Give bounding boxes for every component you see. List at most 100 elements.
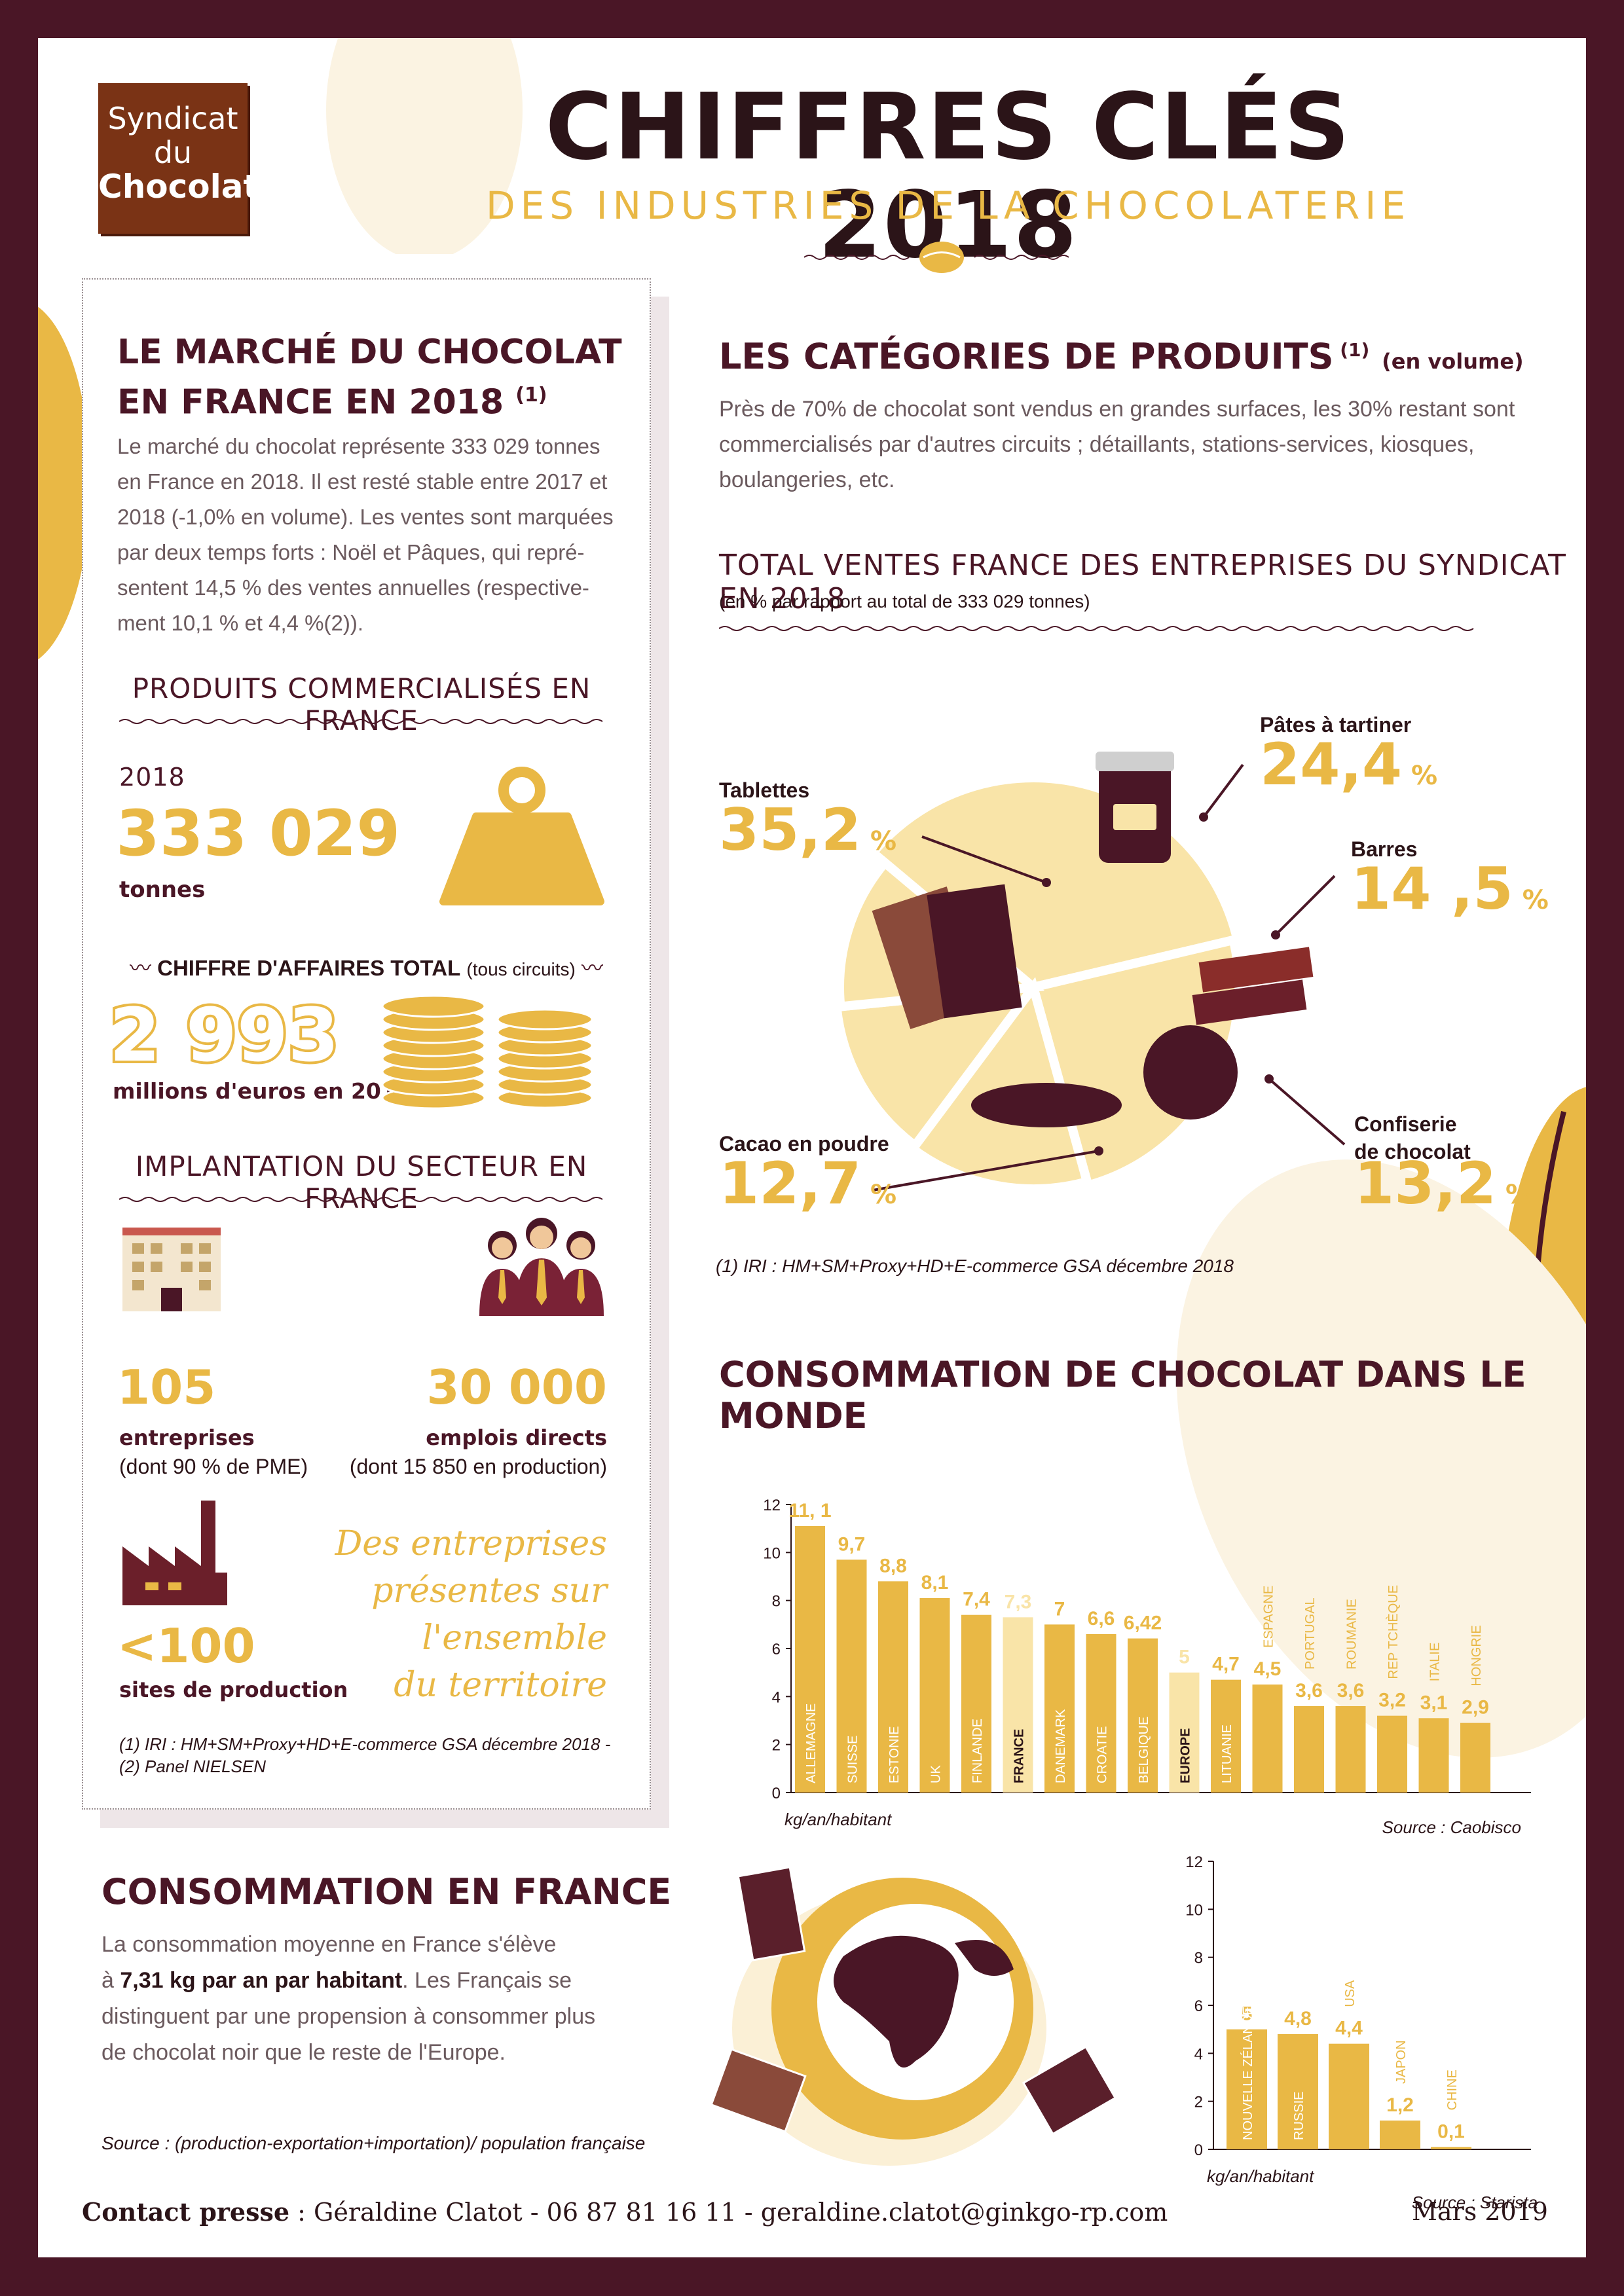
pie-label-confiserie-de-chocolat: de chocolat — [1354, 1140, 1471, 1163]
bar-finlande — [961, 1614, 991, 1793]
market-line: ment 10,1 % et 4,4 %(2)). — [117, 611, 364, 635]
cocoa-pod-background-left — [38, 306, 90, 660]
bar-value-label: 8,8 — [879, 1555, 907, 1576]
categories-line: commercialisés par d'autres circuits ; d… — [719, 432, 1475, 457]
wavy-divider — [119, 1197, 603, 1202]
bar-value-label: 4,5 — [1254, 1658, 1282, 1680]
pie-leader-line — [1202, 763, 1244, 818]
chocolate-bar-icon — [927, 884, 1022, 1019]
contact-label: Contact presse — [82, 2197, 290, 2227]
products-value: 333 029 — [116, 797, 401, 870]
companies-value: 105 — [117, 1360, 216, 1415]
bar-category-label: ALLEMAGNE — [804, 1704, 819, 1783]
pie-leader-dot — [1094, 1146, 1103, 1156]
chocolate-bar-icon — [1198, 947, 1314, 993]
bar-category-label: ESTONIE — [887, 1726, 902, 1783]
syndicat-logo: Syndicat du Chocolat — [98, 83, 259, 234]
pie-leader-dot — [1199, 812, 1208, 822]
y-tick-label: 8 — [772, 1593, 781, 1611]
y-tick-label: 2 — [772, 1737, 781, 1755]
bar-category-label: RUSSIE — [1292, 2092, 1306, 2140]
turnover-heading-bold: CHIFFRE D'AFFAIRES TOTAL — [157, 956, 461, 980]
chocolate-bar-icon — [1192, 979, 1307, 1025]
categories-heading-text: LES CATÉGORIES DE PRODUITS — [719, 336, 1334, 377]
bar-russie — [1278, 2034, 1318, 2149]
bar-rep-tcheque — [1377, 1715, 1407, 1793]
bar-belgique — [1128, 1638, 1158, 1793]
bar-usa — [1329, 2043, 1369, 2149]
bar-europe — [1169, 1672, 1200, 1793]
sales-subheading: (en % par rapport au total de 333 029 to… — [719, 591, 1090, 611]
bar-suisse — [836, 1559, 867, 1793]
pie-value-cacao-en-poudre: 12,7 % — [719, 1150, 896, 1217]
page-subtitle: DES INDUSTRIES DE LA CHOCOLATERIE — [485, 183, 1411, 228]
bar-value-label: 4,4 — [1335, 2018, 1363, 2039]
pie-value-barres: 14 ,5 % — [1351, 855, 1549, 922]
france-line: La consommation moyenne en France s'élèv… — [101, 1932, 557, 1957]
footnote-line: (1) IRI : HM+SM+Proxy+HD+E-commerce GSA … — [119, 1734, 611, 1754]
categories-footnote: (1) IRI : HM+SM+Proxy+HD+E-commerce GSA … — [716, 1256, 1234, 1276]
france-consumption-paragraph: La consommation moyenne en France s'élèv… — [101, 1927, 691, 2071]
bar-value-label: 7,3 — [1005, 1591, 1032, 1613]
jobs-value: 30 000 — [426, 1360, 607, 1415]
slogan-line: présentes sur — [371, 1571, 607, 1611]
turnover-unit: millions d'euros en 2018 — [113, 1078, 411, 1104]
chart-source-label: Source : Starista — [1412, 2193, 1538, 2212]
market-panel: LE MARCHÉ DU CHOCOLAT EN FRANCE EN 2018 … — [82, 278, 651, 1810]
bar-category-label: CHINE — [1445, 2069, 1460, 2110]
bar-croatie — [1086, 1634, 1116, 1793]
panel-footnote: (1) IRI : HM+SM+Proxy+HD+E-commerce GSA … — [119, 1733, 610, 1777]
pie-illustrations — [872, 752, 1314, 1127]
bar-uk — [919, 1598, 950, 1793]
bar-value-label: 6,42 — [1124, 1613, 1162, 1634]
slogan-line: Des entreprises — [335, 1524, 607, 1563]
slogan: Des entreprises présentes sur l'ensemble… — [335, 1520, 607, 1709]
footnote-line: (2) Panel NIELSEN — [119, 1757, 266, 1776]
y-tick-label: 0 — [772, 1785, 781, 1802]
france-consumption-source: Source : (production-exportation+importa… — [101, 2133, 646, 2153]
footer-contact: Contact presse : Géraldine Clatot - 06 8… — [82, 2197, 1168, 2227]
pie-label-tablettes: Tablettes — [719, 778, 809, 802]
bar-japon — [1380, 2121, 1420, 2149]
bar-category-label: CROATIE — [1096, 1726, 1110, 1783]
bar-category-label: JAPON — [1394, 2040, 1409, 2084]
bar-value-label: 1,2 — [1386, 2094, 1414, 2116]
bar-chine — [1431, 2147, 1471, 2149]
chart-unit-label: kg/an/habitant — [1207, 2166, 1315, 2186]
bar-value-label: 11, 1 — [788, 1500, 831, 1522]
bar-value-label: 6,6 — [1088, 1608, 1115, 1630]
y-tick-label: 2 — [1194, 2094, 1203, 2111]
y-tick-label: 12 — [1185, 1853, 1203, 1871]
jar-label-icon — [1113, 804, 1156, 830]
pie-leader-line — [1268, 1078, 1346, 1146]
bar-italie — [1418, 1718, 1449, 1793]
logo-line-2: du — [153, 135, 193, 170]
products-heading: PRODUITS COMMERCIALISÉS EN FRANCE — [132, 672, 591, 737]
bar-category-label: ITALIE — [1428, 1643, 1443, 1682]
bar-category-label: EUROPE — [1179, 1728, 1193, 1783]
slogan-line: du territoire — [394, 1666, 607, 1705]
pie-label-barres: Barres — [1351, 837, 1417, 861]
footer-date: Mars 2019 — [1411, 2197, 1548, 2226]
market-line: 2018 (-1,0% en volume). Les ventes sont … — [117, 505, 614, 529]
market-line: sentent 14,5 % des ventes annuelles (res… — [117, 575, 589, 600]
bar-category-label: FRANCE — [1012, 1729, 1027, 1783]
sites-value: <100 — [117, 1618, 255, 1673]
bar-category-label: ROUMANIE — [1345, 1599, 1359, 1669]
chart-unit-label: kg/an/habitant — [784, 1810, 893, 1829]
market-heading: LE MARCHÉ DU CHOCOLAT EN FRANCE EN 2018 … — [117, 331, 622, 424]
sites-label: sites de production — [119, 1677, 348, 1702]
pie-leader-line — [921, 835, 1047, 884]
bar-category-label: FINLANDE — [970, 1719, 985, 1783]
france-line-pre: à — [101, 1968, 120, 1993]
bar-category-label: ESPAGNE — [1262, 1586, 1276, 1648]
implantation-heading: IMPLANTATION DU SECTEUR EN FRANCE — [135, 1150, 588, 1214]
products-year: 2018 — [119, 763, 185, 792]
world-consumption-bar-chart: 0 2 4 6 8 10 12 11, 1 ALLEMAGNE 9,7 SUISSE 8,8 ESTON… — [763, 1497, 1531, 1837]
bar-value-label: 7,4 — [963, 1589, 990, 1611]
contact-text: : Géraldine Clatot - 06 87 81 16 11 - ge… — [289, 2198, 1168, 2227]
france-line: distinguent par une propension à consomm… — [101, 2004, 596, 2029]
products-unit: tonnes — [119, 877, 206, 903]
pie-leader-dot — [1271, 930, 1280, 939]
